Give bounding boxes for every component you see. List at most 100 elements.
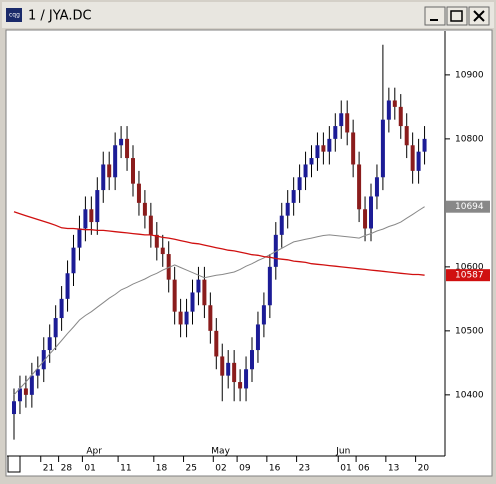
candle-body	[29, 375, 34, 395]
candle-body	[363, 209, 368, 229]
candle-body	[303, 164, 308, 178]
maximize-button[interactable]	[446, 6, 468, 26]
last-value-label: 10587	[455, 271, 484, 281]
candle-body	[238, 382, 243, 389]
candle-body	[12, 401, 16, 415]
x-tick-label: 11	[120, 464, 131, 474]
x-tick-label: 01	[84, 464, 95, 474]
x-tick-label: 16	[269, 464, 281, 474]
candle-body	[17, 388, 22, 402]
candle-body	[374, 177, 379, 197]
candle-body	[107, 164, 112, 178]
candle-body	[166, 254, 171, 280]
window-title: 1 / JYA.DC	[28, 9, 92, 24]
month-label: Jun	[335, 447, 350, 457]
candle-body	[131, 158, 135, 184]
candle-body	[226, 362, 231, 376]
candle-body	[101, 164, 106, 191]
candle-body	[184, 311, 189, 325]
candle-body	[89, 209, 94, 223]
candle-body	[422, 138, 427, 152]
y-tick-label: 10900	[455, 70, 484, 80]
candle-body	[333, 126, 338, 139]
moving-average-line	[13, 206, 425, 396]
candle-body	[95, 190, 100, 223]
app-icon-text: cqg	[9, 12, 20, 19]
candle-body	[232, 362, 237, 383]
candle-body	[404, 126, 409, 146]
candle-body	[214, 330, 219, 357]
candle-body	[35, 369, 40, 376]
last-value-box	[446, 269, 490, 282]
candle-body	[244, 369, 249, 389]
candle-body	[65, 273, 70, 299]
candle-body	[369, 196, 373, 229]
x-tick-label: 25	[186, 464, 197, 474]
candle-body	[142, 202, 147, 216]
candle-body	[196, 279, 201, 293]
x-tick-label: 01	[340, 464, 351, 474]
candle-body	[255, 324, 260, 351]
x-tick-label: 23	[299, 464, 310, 474]
candle-body	[410, 145, 415, 171]
candle-body	[83, 209, 88, 229]
candle-body	[327, 138, 332, 152]
month-label: May	[211, 447, 230, 457]
x-tick-label: 13	[388, 464, 399, 474]
candle-body	[309, 158, 314, 165]
x-tick-label: 20	[418, 464, 430, 474]
minimize-button[interactable]	[424, 6, 446, 26]
candle-body	[53, 318, 58, 338]
candle-body	[386, 100, 391, 120]
candle-body	[41, 350, 46, 370]
candle-body	[351, 132, 356, 165]
candle-body	[178, 311, 183, 325]
close-button[interactable]	[468, 6, 490, 26]
candle-body	[261, 305, 266, 325]
candle-body	[172, 279, 177, 312]
last-value-label: 10694	[455, 202, 484, 212]
x-tick-label: 28	[61, 464, 73, 474]
candle-body	[357, 164, 362, 210]
app-icon	[6, 8, 22, 22]
title-bar	[2, 2, 494, 28]
candle-body	[380, 119, 385, 178]
candle-body	[136, 183, 141, 203]
x-tick-label: 09	[239, 464, 251, 474]
candle-body	[315, 145, 320, 159]
candle-body	[208, 305, 213, 331]
candle-body	[119, 138, 124, 146]
candle-body	[392, 100, 397, 107]
candle-body	[59, 298, 64, 319]
x-tick-label: 02	[215, 464, 226, 474]
candle-body	[23, 388, 28, 395]
candle-body	[190, 292, 195, 312]
candle-body	[160, 247, 165, 255]
candle-body	[220, 356, 225, 376]
candle-body	[202, 279, 207, 306]
month-label: Apr	[86, 447, 102, 457]
candle-body	[345, 113, 350, 133]
x-tick-label: 06	[358, 464, 370, 474]
y-tick-label: 10400	[455, 390, 484, 400]
candle-body	[154, 234, 159, 248]
candle-body	[77, 228, 82, 248]
candle-body	[125, 138, 130, 159]
candle-body	[291, 190, 296, 203]
candle-body	[148, 215, 153, 235]
y-tick-label: 10800	[455, 134, 484, 144]
candle-body	[47, 337, 52, 351]
candle-body	[250, 350, 254, 370]
candle-body	[321, 145, 326, 152]
candle-body	[398, 106, 403, 127]
candle-body	[339, 113, 344, 127]
x-tick-label: 18	[156, 464, 168, 474]
candle-body	[285, 202, 290, 216]
scroll-box[interactable]	[7, 455, 21, 473]
y-tick-label: 10500	[455, 326, 484, 336]
candle-body	[297, 177, 302, 191]
candle-body	[273, 234, 278, 267]
candle-body	[267, 266, 272, 306]
